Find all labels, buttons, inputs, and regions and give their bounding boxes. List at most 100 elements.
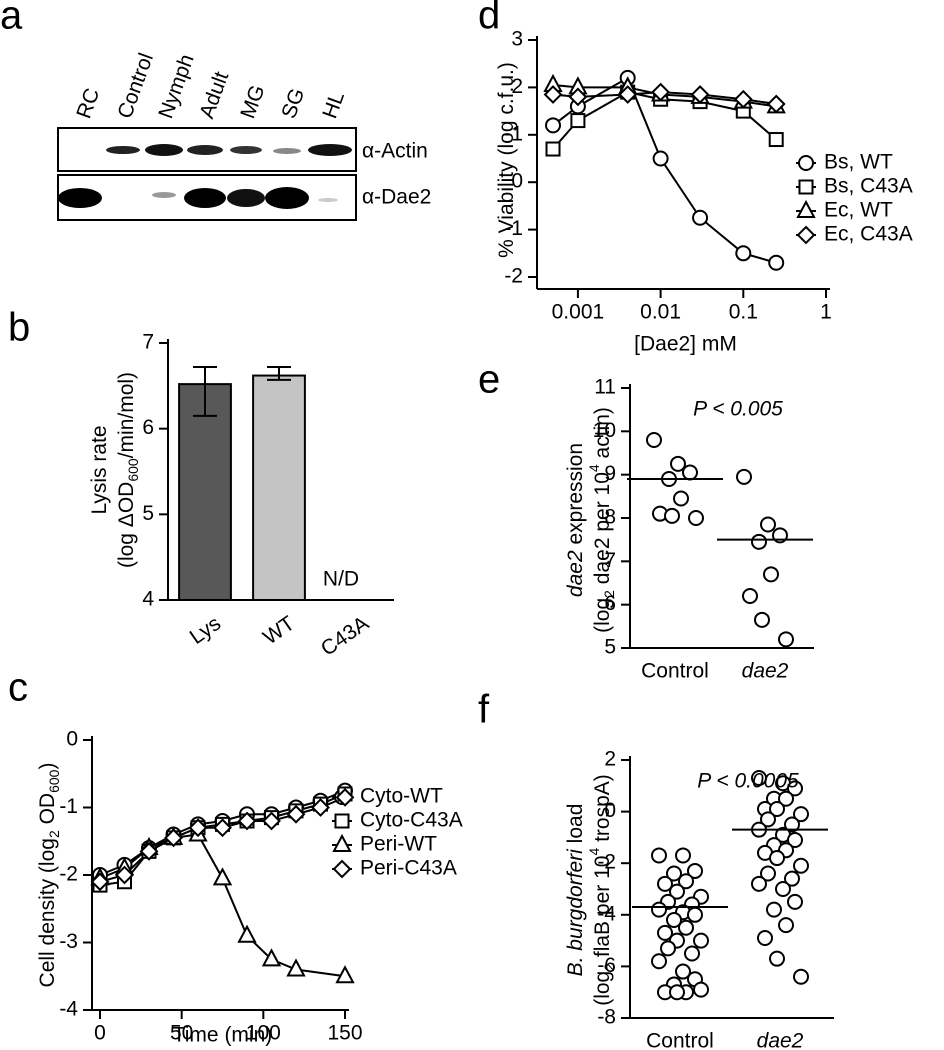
label-part: expression: [564, 443, 587, 550]
annotation: P < 0.0005: [697, 770, 799, 793]
data-point: [793, 806, 809, 823]
data-point: [646, 432, 662, 448]
data-point: [687, 862, 703, 879]
band: [187, 145, 223, 155]
label-part: OD: [36, 793, 59, 830]
legend-label: Ec, WT: [824, 199, 893, 222]
x-tick-label: 0.001: [552, 301, 605, 324]
band: [273, 148, 301, 154]
y-tick-label: -1: [504, 217, 523, 240]
data-point: [766, 901, 782, 918]
data-point: [682, 464, 698, 481]
y-tick-label: 9: [604, 462, 616, 485]
data-point: [618, 85, 638, 104]
y-tick-label: -4: [597, 902, 616, 925]
y-tick-label: 7: [142, 331, 154, 354]
data-point: [570, 113, 586, 129]
legend-marker: [796, 225, 816, 245]
legend-label: Cyto-C43A: [360, 809, 463, 832]
legend-marker: [332, 859, 352, 879]
y-tick-label: -1: [504, 122, 523, 145]
data-point: [778, 631, 794, 648]
data-point: [766, 94, 786, 114]
na-label: N/D: [323, 568, 359, 591]
panel-label: d: [478, 0, 500, 38]
y-tick-label: 0: [511, 170, 523, 193]
legend-label: Bs, WT: [824, 151, 893, 174]
row-label: α-Dae2: [362, 186, 431, 209]
x-axis-label: [Dae2] mM: [634, 333, 737, 356]
bar: [178, 383, 232, 601]
label-part: 2: [601, 963, 617, 971]
y-tick-label: -4: [59, 998, 78, 1021]
label-part: flaB per 10: [591, 856, 614, 963]
data-point: [736, 468, 752, 485]
data-point: [687, 906, 703, 923]
y-tick-label: 11: [594, 376, 616, 399]
band: [318, 198, 338, 202]
data-point: [660, 940, 676, 957]
y-axis-label: (log2 dae2 per 104 actin): [586, 407, 617, 633]
data-point: [768, 132, 784, 148]
panel-label: c: [8, 666, 28, 710]
data-point: [657, 924, 673, 941]
data-point: [335, 965, 355, 984]
data-point: [754, 611, 770, 628]
label-part: 600: [46, 769, 62, 793]
blot: [57, 127, 357, 221]
label-part: /min/mol): [115, 372, 138, 458]
legend-label: Bs, C43A: [824, 175, 913, 198]
x-tick-label: 0.01: [640, 301, 681, 324]
label-part: B. burgdorferi: [564, 848, 587, 977]
label-part: 2: [601, 590, 617, 598]
label-part: (log: [591, 971, 614, 1006]
y-tick-label: -6: [597, 954, 616, 977]
data-point: [262, 811, 281, 831]
data-point: [769, 801, 785, 818]
band: [152, 192, 176, 198]
data-point: [237, 924, 257, 943]
data-point: [769, 950, 785, 967]
x-tick-label: 0.1: [729, 301, 758, 324]
y-tick-label: 6: [604, 592, 616, 615]
y-tick-label: -3: [59, 930, 78, 953]
y-tick-label: 0: [604, 799, 616, 822]
legend-label: Ec, C43A: [824, 223, 913, 246]
label-part: (log: [591, 598, 614, 633]
band: [227, 189, 265, 207]
data-point: [742, 588, 758, 604]
legend-marker: [798, 155, 814, 171]
y-tick-label: 6: [142, 416, 154, 439]
data-point: [311, 798, 330, 817]
label-part: (log ΔOD: [115, 482, 138, 568]
data-point: [787, 893, 803, 910]
data-point: [751, 770, 767, 787]
legend-marker: [796, 199, 816, 218]
data-point: [675, 963, 691, 980]
data-point: [164, 828, 183, 848]
label-part: actin): [591, 407, 614, 464]
data-point: [651, 953, 667, 970]
y-tick-label: 0: [66, 728, 78, 751]
panel-label: e: [478, 358, 500, 402]
y-tick-label: -2: [59, 863, 78, 886]
data-point: [666, 865, 682, 882]
y-tick-label: 10: [593, 419, 616, 442]
legend-marker: [332, 833, 352, 852]
data-point: [568, 87, 588, 107]
band: [308, 144, 352, 156]
data-point: [769, 850, 785, 867]
y-tick-label: -8: [597, 1006, 616, 1029]
x-tick-label: Lys: [186, 612, 225, 649]
y-tick-label: 3: [511, 28, 523, 51]
data-point: [545, 141, 561, 157]
legend-marker: [798, 179, 814, 195]
data-point: [673, 490, 689, 507]
x-tick-label: WT: [259, 612, 299, 650]
band: [145, 144, 183, 156]
panel-label: b: [8, 306, 30, 350]
data-point: [760, 811, 776, 828]
label-part: dae2 per 10: [591, 472, 614, 590]
data-point: [664, 507, 680, 524]
